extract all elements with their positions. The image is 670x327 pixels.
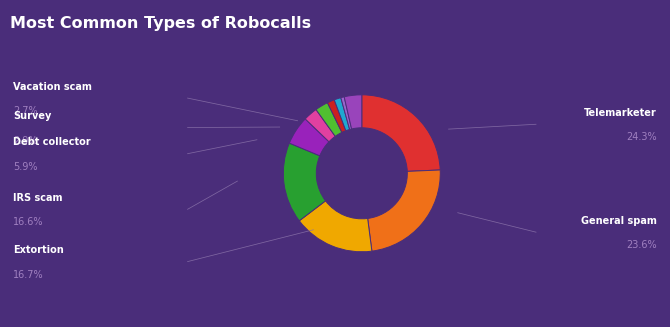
Wedge shape (299, 201, 372, 252)
Text: Extortion: Extortion (13, 245, 64, 255)
Text: 2.9%: 2.9% (13, 135, 38, 146)
Text: General spam: General spam (581, 215, 657, 226)
Text: IRS scam: IRS scam (13, 193, 63, 203)
Wedge shape (341, 97, 352, 129)
Wedge shape (328, 100, 346, 132)
Text: Vacation scam: Vacation scam (13, 81, 92, 92)
Wedge shape (306, 110, 335, 142)
Text: 16.6%: 16.6% (13, 217, 44, 227)
Text: Telemarketer: Telemarketer (584, 108, 657, 118)
Text: 5.9%: 5.9% (13, 162, 38, 172)
Text: Debt collector: Debt collector (13, 137, 91, 147)
Wedge shape (368, 170, 440, 251)
Text: Survey: Survey (13, 111, 52, 121)
Wedge shape (344, 95, 362, 129)
Text: 2.7%: 2.7% (13, 106, 38, 116)
Wedge shape (283, 143, 326, 221)
Text: 16.7%: 16.7% (13, 269, 44, 280)
Text: 23.6%: 23.6% (626, 240, 657, 250)
Text: Most Common Types of Robocalls: Most Common Types of Robocalls (10, 16, 311, 31)
Wedge shape (334, 98, 350, 131)
Wedge shape (316, 103, 342, 136)
Text: 24.3%: 24.3% (626, 132, 657, 142)
Wedge shape (289, 119, 329, 156)
Wedge shape (362, 95, 440, 171)
